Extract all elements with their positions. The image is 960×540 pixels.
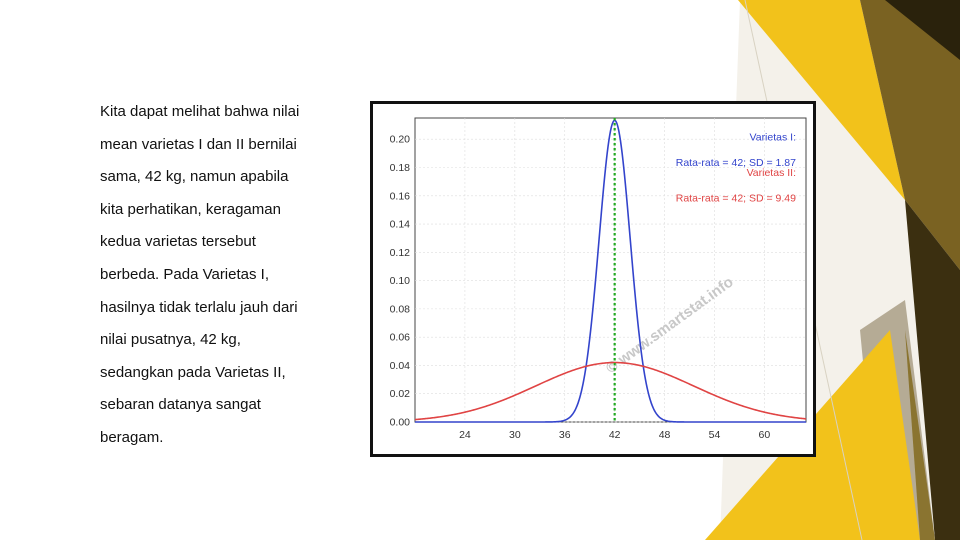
paragraph-line: sama, 42 kg, namun apabila (100, 168, 289, 186)
deco-brown-triangle (860, 0, 960, 270)
y-tick-label: 0.04 (390, 360, 411, 372)
deco-olive-panel (905, 330, 935, 540)
x-tick-label: 60 (759, 429, 771, 441)
paragraph-line: Kita dapat melihat bahwa nilai (100, 103, 300, 120)
paragraph-line: sebaran datanya sangat (100, 396, 261, 414)
x-tick-label: 36 (559, 429, 571, 441)
y-tick-label: 0.08 (390, 303, 411, 315)
paragraph-line: mean varietas I dan II bernilai (100, 135, 297, 153)
y-tick-label: 0.06 (390, 332, 411, 344)
x-tick-label: 54 (709, 429, 721, 441)
paragraph-line: sedangkan pada Varietas II, (100, 363, 286, 381)
y-tick-label: 0.02 (390, 388, 411, 400)
y-tick-label: 0.18 (390, 162, 411, 174)
legend-series-detail: Rata-rata = 42; SD = 1.87 (676, 157, 796, 169)
y-tick-label: 0.16 (390, 190, 411, 202)
legend-series-detail: Rata-rata = 42; SD = 9.49 (676, 192, 796, 204)
x-tick-label: 48 (659, 429, 671, 441)
x-tick-label: 42 (609, 429, 621, 441)
paragraph-line: berbeda. Pada Varietas I, (100, 265, 269, 283)
normal-distribution-chart: 0.00 0.02 0.04 0.06 0.08 0.10 0.12 0.14 0.16 0.18… (370, 101, 816, 457)
y-tick-label: 0.20 (390, 134, 411, 146)
paragraph-line: hasilnya tidak terlalu jauh dari (100, 298, 298, 316)
deco-dark-wedge (885, 0, 960, 60)
series-line-1 (415, 119, 806, 423)
y-tick-label: 0.12 (390, 247, 411, 259)
chart-svg: 0.00 0.02 0.04 0.06 0.08 0.10 0.12 0.14 0.16 0.18… (390, 117, 807, 441)
body-text: Kita dapat melihat bahwa nilai mean varie… (100, 96, 360, 455)
x-tick-label: 24 (459, 429, 471, 441)
paragraph-line: beragam. (100, 428, 164, 446)
legend-series-name: Varietas II: (747, 167, 796, 179)
deco-dark-panel (905, 200, 960, 540)
y-tick-label: 0.10 (390, 275, 411, 287)
legend-series-name: Varietas I: (750, 132, 797, 144)
y-tick-label: 0.14 (390, 219, 411, 231)
paragraph-line: nilai pusatnya, 42 kg, (100, 331, 241, 349)
paragraph-line: kedua varietas tersebut (100, 233, 256, 251)
plot-area (414, 117, 807, 423)
paragraph-line: kita perhatikan, keragaman (100, 200, 281, 218)
series-line-2 (414, 361, 807, 421)
y-tick-label: 0.00 (390, 417, 411, 429)
x-tick-label: 30 (509, 429, 521, 441)
deco-gold-triangle-top (738, 0, 905, 200)
